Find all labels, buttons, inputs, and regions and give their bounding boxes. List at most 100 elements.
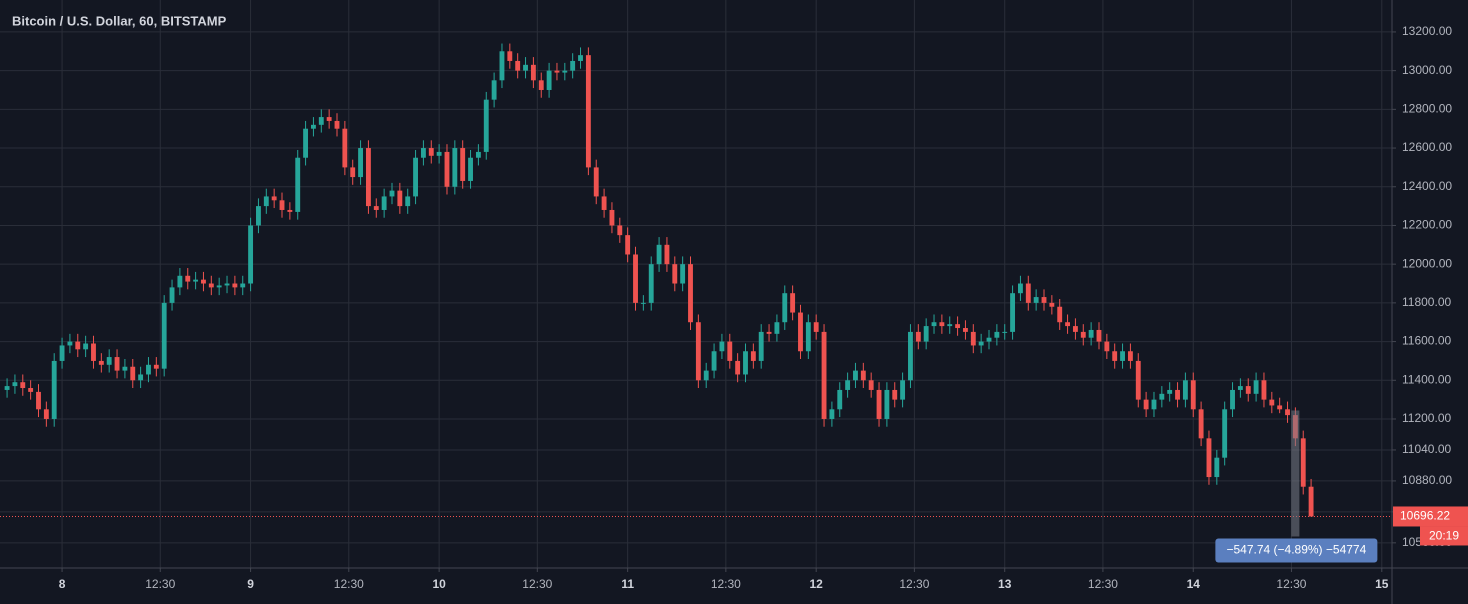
candle-body [460, 148, 466, 181]
candle-body [554, 70, 560, 73]
y-tick-label: 12600.00 [1402, 140, 1452, 154]
candle-body [1057, 306, 1063, 323]
candle-body [939, 322, 945, 327]
candle-body [1065, 322, 1071, 327]
candle-body [703, 370, 709, 381]
x-tick-label: 12:30 [711, 577, 741, 591]
candle-body [67, 341, 73, 346]
candle-body [201, 279, 206, 284]
candle-body [146, 364, 151, 375]
candle-body [1182, 380, 1188, 400]
candle-body [1214, 457, 1220, 478]
candle-body [1261, 380, 1267, 400]
candle-body [263, 196, 269, 207]
candle-body [193, 279, 199, 282]
candle-body [1167, 389, 1173, 394]
candle-body [483, 99, 489, 152]
candle-body [279, 200, 285, 210]
candle-body [766, 331, 772, 334]
candle-body [318, 117, 324, 125]
candle-body [436, 151, 442, 156]
candle-body [994, 331, 1000, 338]
candle-body [1206, 438, 1212, 478]
candle-body [28, 388, 34, 392]
candle-body [609, 209, 615, 226]
candle-body [1151, 399, 1157, 410]
candle-body [1308, 486, 1314, 517]
candle-body [373, 206, 379, 210]
candle-body [1198, 409, 1204, 439]
candle-body [153, 364, 159, 369]
candle-body [413, 157, 418, 197]
candle-body [1033, 297, 1039, 303]
candle-body [546, 70, 552, 90]
candle-body [1285, 409, 1290, 416]
candle-body [381, 196, 387, 210]
candle-body [774, 322, 780, 334]
candle-body [106, 357, 112, 365]
candles [0, 43, 1392, 537]
candle-body [232, 283, 238, 288]
candle-body [287, 209, 293, 212]
candle-body [342, 128, 348, 168]
candle-body [358, 148, 364, 178]
x-tick-label: 12 [810, 577, 824, 591]
candle-body [1190, 380, 1196, 410]
candle-body [256, 206, 261, 226]
candle-body [868, 380, 874, 390]
countdown-box [1420, 526, 1468, 546]
candle-body [20, 382, 26, 389]
candle-body [625, 235, 631, 255]
candle-body [350, 167, 356, 178]
candle-body [240, 283, 246, 288]
candle-body [1080, 331, 1086, 338]
candle-body [900, 380, 906, 400]
candle-body [719, 341, 725, 352]
candle-body [1041, 297, 1047, 303]
candle-body [1253, 380, 1259, 394]
candle-body [1300, 438, 1306, 487]
candle-body [876, 389, 882, 419]
candle-body [884, 389, 890, 419]
y-tick-label: 13200.00 [1402, 24, 1452, 38]
candle-body [853, 370, 858, 381]
candle-body [908, 331, 913, 381]
candle-body [813, 322, 819, 332]
candle-body [169, 287, 175, 303]
y-tick-label: 11400.00 [1402, 372, 1451, 386]
candle-body [59, 345, 65, 361]
candle-body [43, 409, 49, 419]
candle-body [491, 80, 497, 100]
candle-body [248, 225, 254, 284]
candle-body [672, 264, 678, 284]
candle-body [177, 275, 183, 288]
x-tick-label: 12:30 [522, 577, 552, 591]
candle-body [12, 382, 18, 387]
chart-title: Bitcoin / U.S. Dollar, 60, BITSTAMP [12, 13, 227, 28]
y-tick-label: 12200.00 [1402, 218, 1452, 232]
candle-body [585, 55, 591, 168]
candle-body [1120, 351, 1125, 361]
y-tick-label: 11600.00 [1402, 334, 1451, 348]
candle-body [138, 374, 144, 381]
candle-body [986, 337, 992, 342]
x-tick-label: 12:30 [899, 577, 929, 591]
measure-label: −547.74 (−4.89%) −54774 [1226, 543, 1366, 557]
candle-body [758, 331, 764, 361]
candle-body [1222, 409, 1228, 458]
candle-body [892, 389, 898, 400]
candle-body [790, 293, 796, 313]
candle-body [601, 196, 607, 210]
y-tick-label: 13000.00 [1402, 63, 1452, 77]
candle-body [805, 322, 811, 352]
candle-body [75, 341, 81, 350]
candle-body [452, 148, 458, 187]
candle-body [83, 343, 89, 350]
candle-body [617, 225, 623, 236]
candle-body [1010, 293, 1016, 332]
candle-body [1017, 283, 1023, 294]
candle-body [475, 151, 481, 158]
candle-body [468, 157, 473, 181]
